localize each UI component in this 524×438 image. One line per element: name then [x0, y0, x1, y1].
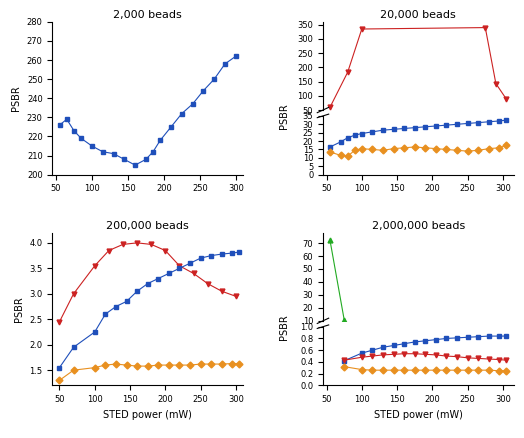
- X-axis label: STED power (mW): STED power (mW): [374, 410, 463, 420]
- Y-axis label: PSBR: PSBR: [279, 314, 289, 339]
- Title: 20,000 beads: 20,000 beads: [380, 10, 456, 20]
- Title: 200,000 beads: 200,000 beads: [106, 220, 189, 230]
- X-axis label: STED power (mW): STED power (mW): [103, 410, 192, 420]
- Y-axis label: PSBR: PSBR: [279, 103, 289, 129]
- Y-axis label: PSBR: PSBR: [11, 85, 21, 111]
- Title: 2,000 beads: 2,000 beads: [113, 10, 182, 20]
- Y-axis label: PSBR: PSBR: [14, 296, 24, 322]
- Title: 2,000,000 beads: 2,000,000 beads: [372, 220, 465, 230]
